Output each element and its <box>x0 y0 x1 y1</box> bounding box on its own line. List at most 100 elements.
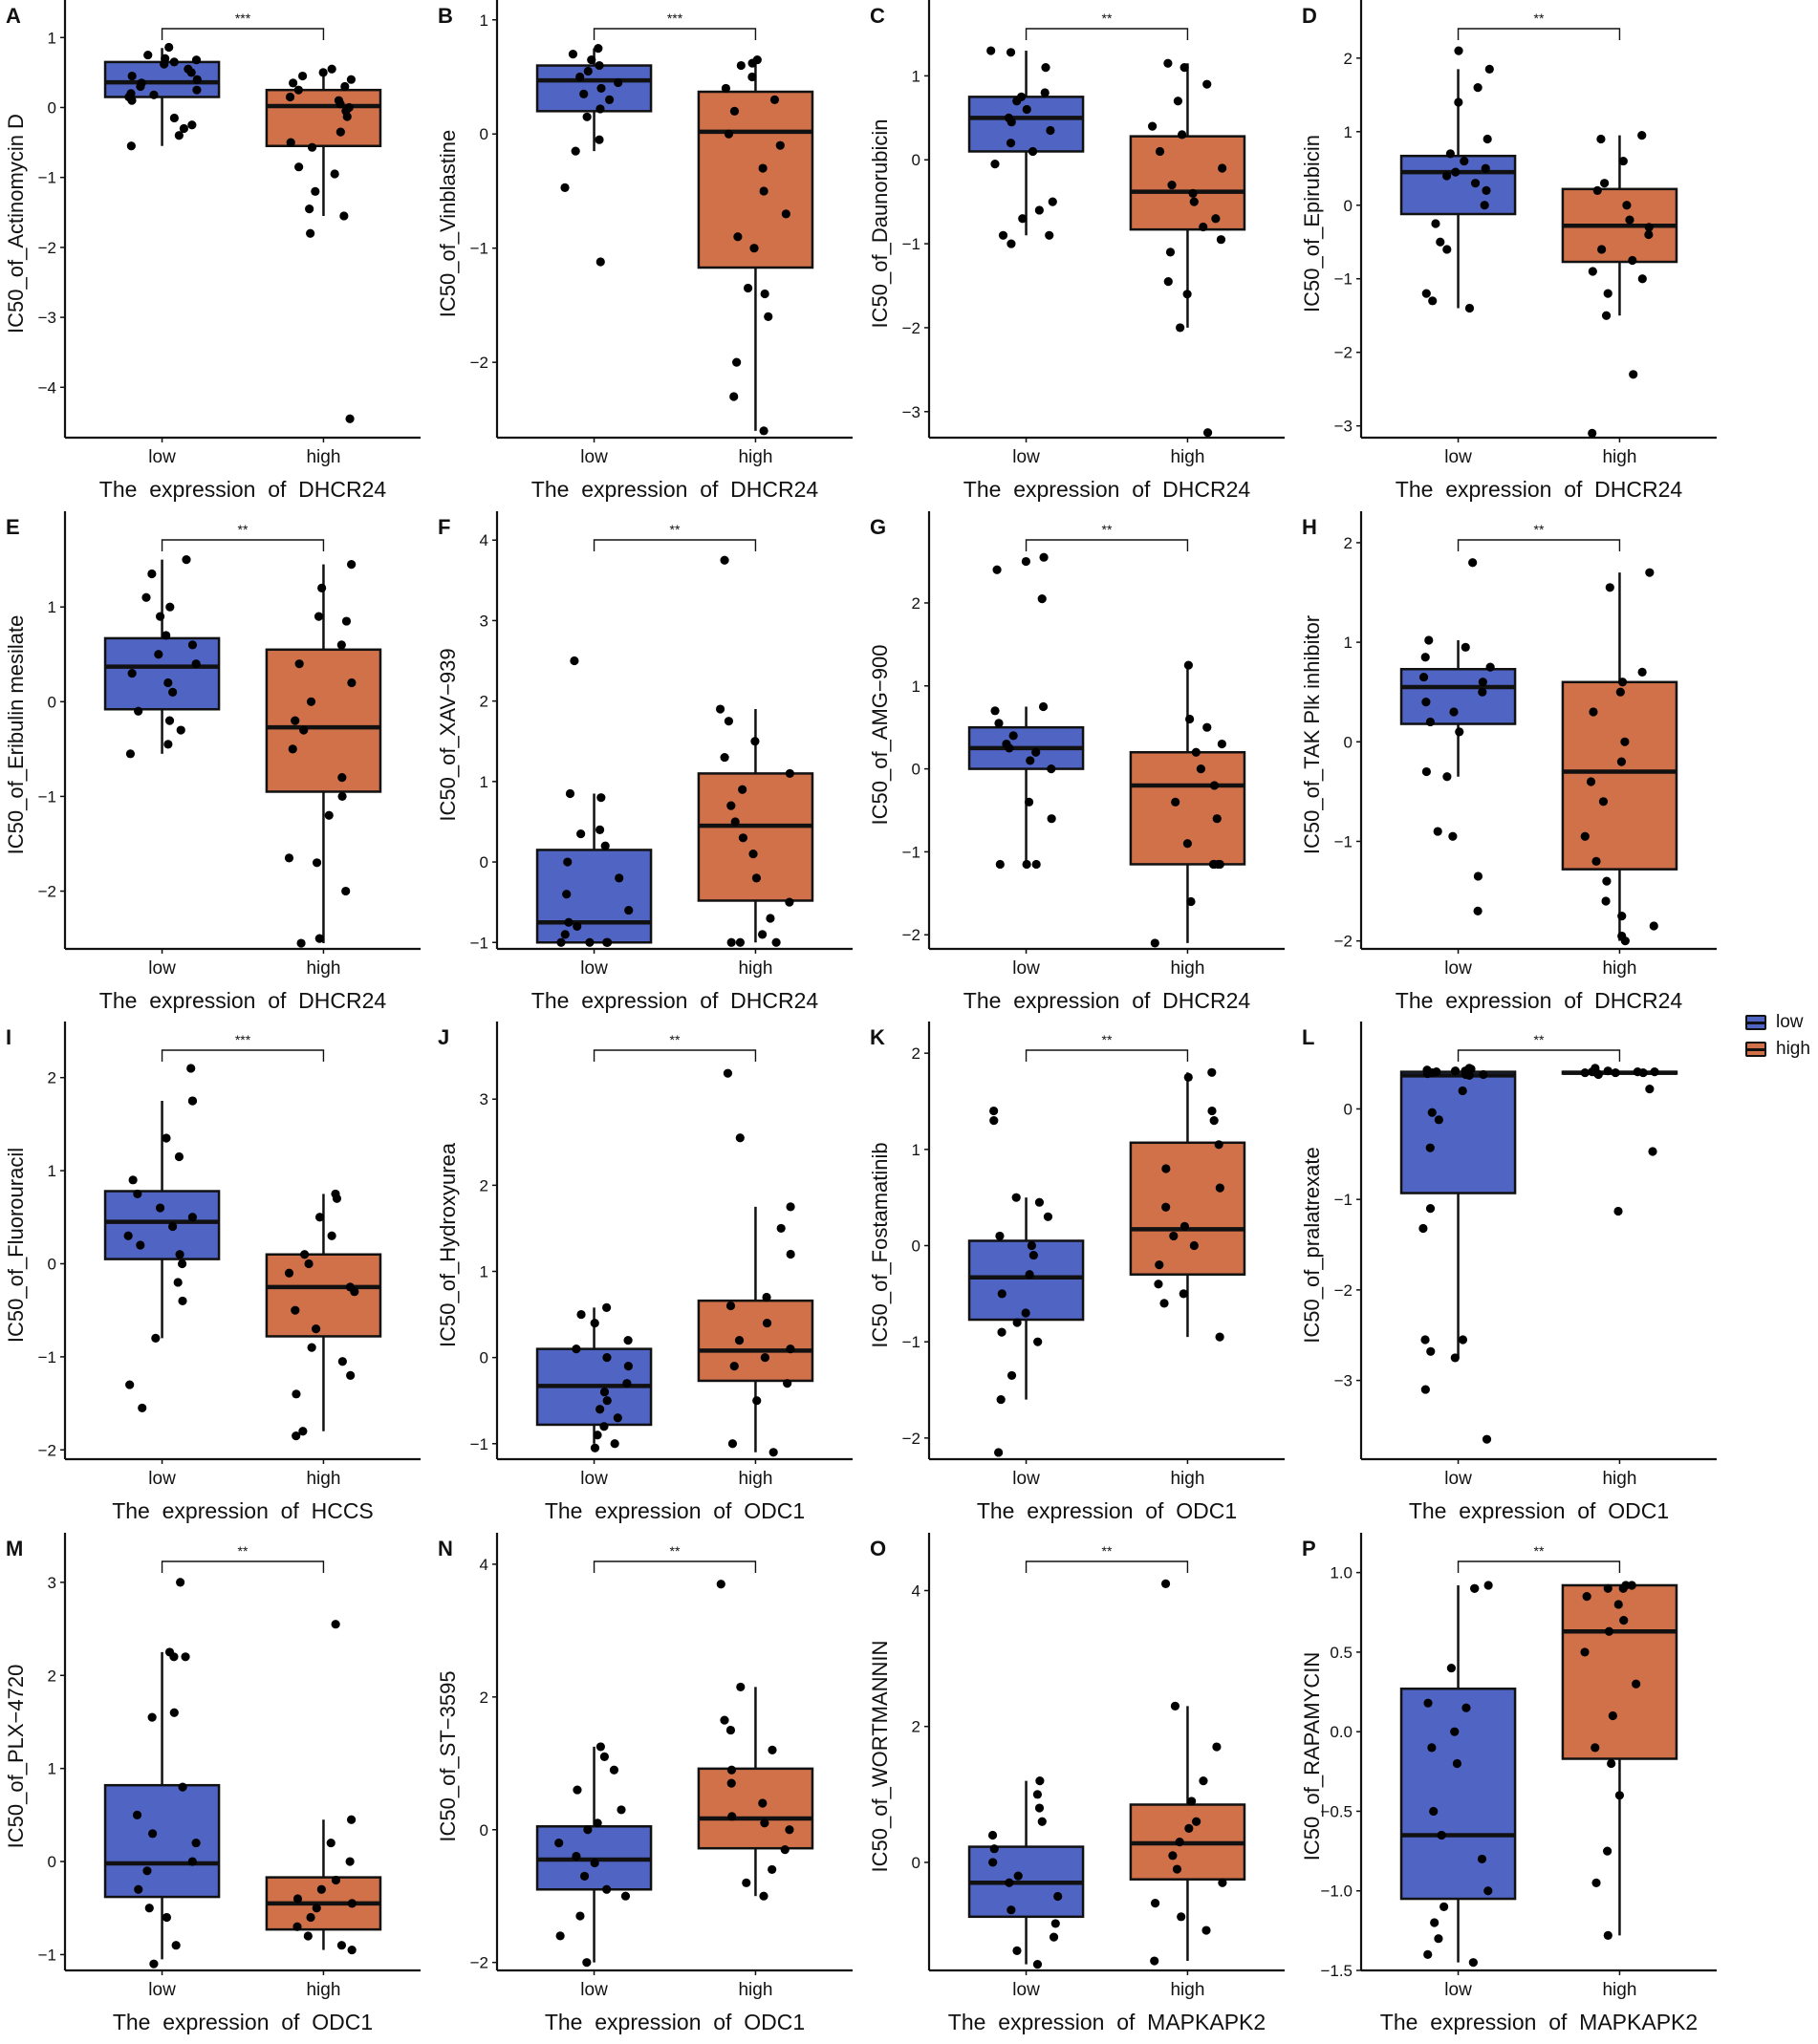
data-point <box>1446 1664 1457 1673</box>
y-tick-label: 2 <box>48 1667 56 1685</box>
data-point <box>148 1829 158 1839</box>
boxplot-panel-i: I IC50_of_Fluorouracil −2 −1 0 1 2 low high The e… <box>0 1022 432 1532</box>
data-point <box>1592 185 1602 195</box>
data-point <box>786 1250 795 1259</box>
data-point <box>1607 1758 1616 1769</box>
data-point <box>191 658 201 668</box>
x-tick-label-high: high <box>738 1469 772 1489</box>
data-point <box>776 1224 786 1234</box>
data-point <box>1038 701 1049 711</box>
box-high <box>1129 58 1246 438</box>
box-low <box>967 552 1085 869</box>
x-tick-label-high: high <box>1602 1469 1636 1489</box>
data-point <box>729 106 740 116</box>
y-tick-label: −2 <box>1334 344 1353 362</box>
data-point <box>1433 827 1442 836</box>
data-point <box>1050 1919 1060 1928</box>
data-point <box>579 89 589 99</box>
data-point <box>1163 277 1173 287</box>
y-tick-label: −2 <box>1334 932 1353 950</box>
panel-letter: A <box>6 4 21 28</box>
significance-bracket <box>161 28 325 40</box>
panel-letter: F <box>438 515 450 539</box>
data-point <box>1591 1878 1601 1888</box>
data-point <box>989 1107 999 1116</box>
x-tick-label-low: low <box>580 1469 608 1489</box>
data-point <box>1483 134 1492 144</box>
data-point <box>1638 1068 1648 1078</box>
data-point <box>1006 48 1016 57</box>
data-point <box>1180 63 1189 73</box>
y-tick-label: 2 <box>48 1069 56 1087</box>
significance-bracket <box>161 538 325 551</box>
y-tick-label: 1 <box>480 1263 488 1281</box>
significance-bracket <box>1025 28 1189 40</box>
data-point <box>178 1297 187 1306</box>
box-high <box>265 1190 382 1441</box>
data-point <box>1171 797 1180 807</box>
data-point <box>1441 171 1452 181</box>
significance-bracket <box>1025 538 1189 551</box>
data-point <box>1034 205 1044 215</box>
y-tick-label: −3 <box>1334 418 1353 436</box>
data-point <box>1045 230 1054 240</box>
data-point <box>734 1336 745 1345</box>
y-tick-label: −2 <box>470 354 488 372</box>
data-point <box>346 75 356 84</box>
boxplot-svg: F IC50_of_XAV−939 −1 0 1 2 3 4 low high The expres… <box>436 510 853 1013</box>
y-axis-label: IC50_of_Vinblastine <box>436 130 460 318</box>
data-point <box>294 162 304 172</box>
y-tick-label: −1 <box>902 1334 920 1352</box>
significance-bracket <box>1025 1049 1189 1063</box>
box-low <box>103 1064 221 1413</box>
data-point <box>127 668 137 678</box>
data-point <box>1159 1299 1169 1308</box>
data-point <box>554 1839 564 1848</box>
data-point <box>312 1904 321 1913</box>
x-tick-label-low: low <box>1012 1980 1040 2000</box>
significance-label: ** <box>670 522 681 537</box>
x-axis-label: The expression of ODC1 <box>113 2010 373 2034</box>
x-tick-label-low: low <box>148 447 176 467</box>
data-point <box>1430 1918 1439 1927</box>
data-point <box>595 257 605 267</box>
data-point <box>1216 235 1226 245</box>
boxplot-svg: C IC50_of_Daunorubicin −3 −2 −1 0 1 low high The … <box>868 0 1285 502</box>
data-point <box>165 602 175 612</box>
data-point <box>1012 97 1022 106</box>
data-point <box>1161 1203 1171 1213</box>
data-point <box>599 1752 610 1762</box>
data-point <box>1603 289 1612 298</box>
data-point <box>136 81 145 92</box>
data-point <box>1600 179 1610 188</box>
data-point <box>1006 139 1016 148</box>
data-point <box>1644 223 1654 232</box>
y-tick-label: 0 <box>480 853 488 871</box>
data-point <box>560 183 570 192</box>
y-tick-label: −1 <box>38 169 56 187</box>
data-point <box>331 1876 341 1885</box>
data-point <box>186 68 196 77</box>
data-point <box>583 66 593 76</box>
data-point <box>1008 730 1018 741</box>
data-point <box>300 1250 310 1259</box>
data-point <box>1040 88 1050 97</box>
significance-bracket <box>1457 538 1621 551</box>
data-point <box>147 569 157 578</box>
y-tick-label: 0 <box>480 125 488 143</box>
significance-label: *** <box>235 11 251 26</box>
boxplot-panel-f: F IC50_of_XAV−939 −1 0 1 2 3 4 low high The expres… <box>432 510 864 1022</box>
data-point <box>169 1708 179 1717</box>
data-point <box>725 1726 736 1735</box>
box-low <box>535 44 653 267</box>
data-point <box>720 1715 729 1725</box>
y-tick-label: 0 <box>48 1256 56 1274</box>
data-point <box>572 1345 581 1354</box>
data-point <box>1207 1068 1217 1078</box>
boxplot-panel-n: N IC50_of_ST−3595 −2 0 2 4 low high The expressi… <box>432 1533 864 2043</box>
data-point <box>623 1336 633 1345</box>
data-point <box>187 639 198 650</box>
data-point <box>724 129 734 139</box>
data-point <box>144 1904 154 1913</box>
data-point <box>1601 311 1612 320</box>
